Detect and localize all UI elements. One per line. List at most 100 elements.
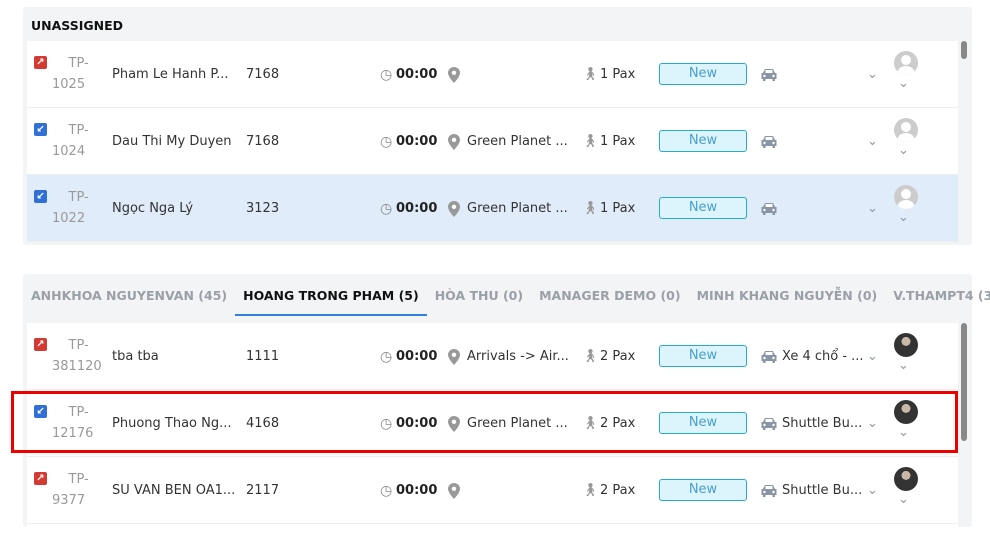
- vehicle-dropdown-chevron-icon[interactable]: ⌄: [867, 201, 878, 216]
- departure-arrow-icon: ↗: [34, 338, 47, 351]
- pax-count: 1 Pax: [600, 134, 636, 149]
- driver-tab[interactable]: HOANG TRONG PHAM (5): [235, 284, 427, 316]
- status-badge[interactable]: New: [659, 345, 747, 367]
- driver-dropdown-chevron-icon[interactable]: ⌄: [898, 210, 909, 225]
- trip-id[interactable]: TP- 9377: [52, 472, 89, 508]
- trip-id[interactable]: TP- 381120: [52, 338, 102, 374]
- status-badge[interactable]: New: [659, 197, 747, 219]
- trip-id[interactable]: TP- 1022: [52, 190, 89, 226]
- flight-number: 4168: [246, 416, 280, 431]
- car-icon: [760, 41, 778, 108]
- driver-tab[interactable]: ANHKHOA NGUYENVAN (45): [31, 288, 228, 303]
- scrollbar[interactable]: [961, 323, 967, 441]
- driver-dropdown-chevron-icon[interactable]: ⌄: [898, 76, 909, 91]
- driver-avatar[interactable]: [894, 118, 918, 142]
- driver-tab[interactable]: HÒA THU (0): [434, 288, 524, 303]
- vehicle-dropdown-chevron-icon[interactable]: ⌄: [867, 483, 878, 498]
- car-icon: [760, 108, 778, 175]
- driver-tab[interactable]: V.THAMPT4 (39): [893, 288, 990, 303]
- flight-number: 1111: [246, 349, 280, 364]
- driver-avatar[interactable]: [894, 333, 918, 357]
- status-badge[interactable]: New: [659, 130, 747, 152]
- clock-icon: ◷: [380, 415, 393, 432]
- trip-id[interactable]: TP- 12176: [52, 405, 94, 441]
- driver-tabs: ANHKHOA NGUYENVAN (45) HOANG TRONG PHAM (…: [23, 284, 990, 316]
- location-pin-icon: [448, 323, 460, 390]
- flight-number: 7168: [246, 67, 280, 82]
- pickup-time: 00:00: [396, 134, 438, 149]
- pax-count: 1 Pax: [600, 67, 636, 82]
- departure-arrow-icon: ↗: [34, 56, 47, 69]
- driver-dropdown-chevron-icon[interactable]: ⌄: [898, 425, 909, 440]
- vehicle-type: Xe 4 chổ - ...: [782, 349, 864, 364]
- passenger-name: Pham Le Hanh P...: [112, 67, 229, 82]
- unassigned-list: ↗ TP- 1025 Pham Le Hanh P... 7168 ◷ 00:00…: [27, 41, 958, 242]
- assigned-list: ↗ TP- 381120 tba tba 1111 ◷ 00:00 Arrival…: [27, 323, 958, 527]
- driver-avatar[interactable]: [894, 51, 918, 75]
- trip-row[interactable]: ↗ TP- 1025 Pham Le Hanh P... 7168 ◷ 00:00…: [27, 41, 958, 108]
- car-icon: [760, 457, 778, 524]
- driver-avatar[interactable]: [894, 467, 918, 491]
- pickup-time: 00:00: [396, 67, 438, 82]
- passenger-name: Dau Thi My Duyen: [112, 134, 232, 149]
- pax-count: 2 Pax: [600, 349, 636, 364]
- location-pin-icon: [448, 175, 460, 242]
- driver-avatar[interactable]: [894, 185, 918, 209]
- clock-icon: ◷: [380, 482, 393, 499]
- driver-avatar[interactable]: [894, 400, 918, 424]
- pax-count: 2 Pax: [600, 483, 636, 498]
- location-pin-icon: [448, 108, 460, 175]
- location-pin-icon: [448, 390, 460, 457]
- clock-icon: ◷: [380, 348, 393, 365]
- clock-icon: ◷: [380, 133, 393, 150]
- location: Green Planet ...: [467, 134, 568, 149]
- vehicle-dropdown-chevron-icon[interactable]: ⌄: [867, 416, 878, 431]
- driver-tab[interactable]: MANAGER DEMO (0): [539, 288, 681, 303]
- walking-person-icon: 🚶︎: [582, 349, 599, 364]
- vehicle-dropdown-chevron-icon[interactable]: ⌄: [867, 134, 878, 149]
- clock-icon: ◷: [380, 66, 393, 83]
- walking-person-icon: 🚶︎: [582, 416, 599, 431]
- vehicle-type: Shuttle Bu...: [782, 416, 863, 431]
- passenger-name: SU VAN BEN OA1...: [112, 483, 236, 498]
- passenger-name: Ngọc Nga Lý: [112, 201, 194, 216]
- arrival-arrow-icon: ↙: [34, 405, 47, 418]
- walking-person-icon: 🚶︎: [582, 201, 599, 216]
- driver-tab[interactable]: MINH KHANG NGUYỄN (0): [696, 288, 878, 303]
- section-title: UNASSIGNED: [31, 18, 124, 33]
- vehicle-dropdown-chevron-icon[interactable]: ⌄: [867, 67, 878, 82]
- flight-number: 3123: [246, 201, 280, 216]
- status-badge[interactable]: New: [659, 479, 747, 501]
- driver-dropdown-chevron-icon[interactable]: ⌄: [898, 492, 909, 507]
- trip-id[interactable]: TP- 1025: [52, 56, 89, 92]
- trip-row[interactable]: ↗ TP- 381120 tba tba 1111 ◷ 00:00 Arrival…: [27, 323, 958, 390]
- departure-arrow-icon: ↗: [34, 472, 47, 485]
- walking-person-icon: 🚶︎: [582, 67, 599, 82]
- pickup-time: 00:00: [396, 201, 438, 216]
- flight-number: 7168: [246, 134, 280, 149]
- vehicle-dropdown-chevron-icon[interactable]: ⌄: [867, 349, 878, 364]
- trip-id[interactable]: TP- 1024: [52, 123, 89, 159]
- driver-dropdown-chevron-icon[interactable]: ⌄: [898, 143, 909, 158]
- vehicle-type: Shuttle Bu...: [782, 483, 863, 498]
- status-badge[interactable]: New: [659, 63, 747, 85]
- trip-row[interactable]: ↙ TP- 1022 Ngọc Nga Lý 3123 ◷ 00:00 Green…: [27, 175, 958, 242]
- pickup-time: 00:00: [396, 483, 438, 498]
- trip-row[interactable]: ↙ TP- 1024 Dau Thi My Duyen 7168 ◷ 00:00 …: [27, 108, 958, 175]
- passenger-name: tba tba: [112, 349, 159, 364]
- pickup-time: 00:00: [396, 349, 438, 364]
- location-pin-icon: [448, 41, 460, 108]
- status-badge[interactable]: New: [659, 412, 747, 434]
- unassigned-panel: UNASSIGNED ↗ TP- 1025 Pham Le Hanh P... 7…: [23, 7, 972, 245]
- trip-row[interactable]: ↙ TP- 12176 Phuong Thao Ng... 4168 ◷ 00:0…: [27, 390, 958, 457]
- pickup-time: 00:00: [396, 416, 438, 431]
- pax-count: 1 Pax: [600, 201, 636, 216]
- pax-count: 2 Pax: [600, 416, 636, 431]
- driver-dropdown-chevron-icon[interactable]: ⌄: [898, 358, 909, 373]
- location-pin-icon: [448, 457, 460, 524]
- arrival-arrow-icon: ↙: [34, 190, 47, 203]
- walking-person-icon: 🚶︎: [582, 483, 599, 498]
- trip-row[interactable]: ↗ TP- 9377 SU VAN BEN OA1... 2117 ◷ 00:00…: [27, 457, 958, 524]
- location: Green Planet ...: [467, 201, 568, 216]
- scrollbar[interactable]: [961, 41, 967, 59]
